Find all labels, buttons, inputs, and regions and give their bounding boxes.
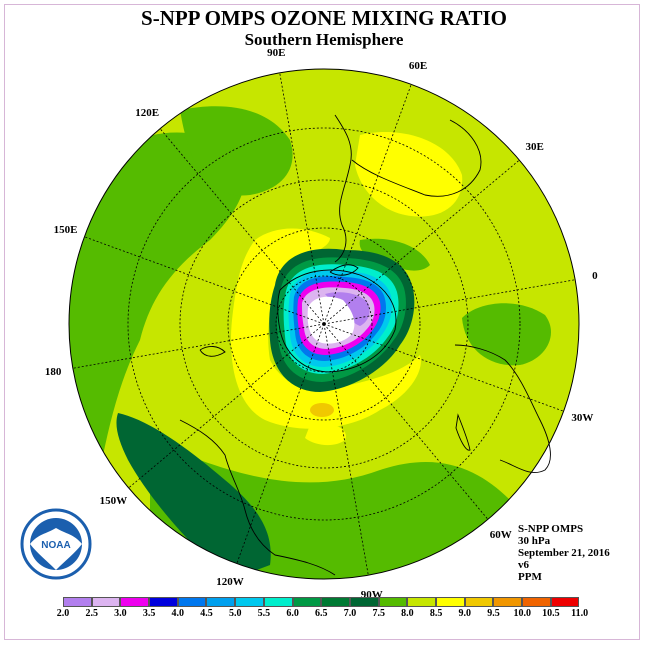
colorbar-swatch bbox=[292, 597, 322, 607]
longitude-label: 90E bbox=[267, 47, 286, 60]
colorbar-tick-label: 4.0 bbox=[171, 608, 185, 619]
longitude-label: 150W bbox=[99, 494, 128, 507]
meridian-line bbox=[323, 159, 520, 325]
field-8-5-region-bottom bbox=[305, 423, 346, 446]
coastline-antarctica bbox=[277, 269, 397, 373]
colorbar-tick-label: 4.5 bbox=[200, 608, 213, 619]
latitude-circles bbox=[127, 127, 521, 521]
coastline-madagascar bbox=[455, 413, 471, 451]
coastline-antarctic-peninsula bbox=[329, 264, 359, 276]
meridian-line bbox=[84, 236, 325, 325]
meridian-line bbox=[72, 323, 325, 369]
colorbar-swatch bbox=[177, 597, 207, 607]
field-7-5-region-pacific bbox=[180, 106, 293, 196]
field-7-5-region-atlantic bbox=[359, 238, 430, 271]
info-date: September 21, 2016 bbox=[518, 547, 610, 559]
colorbar-tick-label: 5.5 bbox=[257, 608, 271, 619]
noaa-logo: NOAA bbox=[20, 508, 92, 580]
colorbar-swatch bbox=[263, 597, 293, 607]
colorbar-swatch bbox=[63, 597, 92, 607]
south-pole-marker bbox=[322, 322, 326, 326]
meridian-line bbox=[323, 323, 564, 412]
latitude-circle-45s bbox=[179, 179, 469, 469]
logo-text: NOAA bbox=[41, 540, 70, 551]
meridian-line bbox=[323, 84, 412, 325]
map-subtitle: Southern Hemisphere bbox=[244, 30, 404, 49]
colorbar bbox=[63, 597, 580, 607]
colorbar-tick-label: 5.0 bbox=[228, 608, 242, 619]
colorbar-tick-label: 7.5 bbox=[372, 608, 385, 619]
info-block: S-NPP OMPS 30 hPa September 21, 2016 v6 … bbox=[518, 523, 610, 583]
colorbar-swatch bbox=[378, 597, 408, 607]
colorbar-tick-label: 6.5 bbox=[315, 608, 328, 619]
logo-bird bbox=[30, 528, 82, 570]
colorbar-tick-label: 8.5 bbox=[429, 608, 443, 619]
meridian-line bbox=[279, 72, 325, 325]
info-units: PPM bbox=[518, 571, 542, 583]
colorbar-tick-label: 2.5 bbox=[85, 608, 98, 619]
coastlines bbox=[179, 114, 551, 576]
colorbar-tick-label: 3.0 bbox=[114, 608, 127, 619]
coastline-south-america bbox=[334, 114, 482, 263]
field-7-5-region-west bbox=[69, 132, 246, 470]
meridian-line bbox=[128, 323, 325, 489]
page-frame bbox=[4, 4, 640, 640]
field-9-0-spot bbox=[310, 403, 334, 417]
colorbar-swatch bbox=[149, 597, 178, 607]
colorbar-swatch bbox=[91, 597, 121, 607]
meridian-line bbox=[159, 128, 325, 325]
longitude-label: 60W bbox=[489, 528, 512, 541]
info-version: v6 bbox=[518, 559, 529, 571]
longitude-label: 120E bbox=[135, 107, 160, 120]
colorbar-tick-label: 7.0 bbox=[343, 608, 357, 619]
map-title: S-NPP OMPS OZONE MIXING RATIO bbox=[141, 6, 507, 30]
longitude-label: 30W bbox=[571, 412, 594, 425]
longitude-label: 30E bbox=[525, 141, 544, 154]
map-boundary bbox=[68, 68, 580, 580]
colorbar-swatch bbox=[464, 597, 494, 607]
longitude-label: 150E bbox=[53, 223, 78, 236]
colorbar-swatch bbox=[550, 597, 580, 607]
meridian-lines bbox=[72, 72, 576, 576]
longitude-label: 60E bbox=[408, 59, 428, 72]
field-7-0-region-southwest bbox=[116, 413, 271, 579]
colorbar-tick-label: 2.0 bbox=[56, 608, 70, 619]
meridian-line bbox=[236, 323, 325, 564]
meridian-line bbox=[323, 323, 369, 576]
coastline-australia bbox=[179, 419, 336, 576]
field-8-5-region-north bbox=[355, 131, 463, 217]
colorbar-tick-label: 10.5 bbox=[542, 608, 560, 619]
colorbar-tick-label: 10.0 bbox=[513, 608, 531, 619]
colorbar-swatch bbox=[349, 597, 379, 607]
coastline-new-zealand bbox=[199, 346, 226, 357]
info-instrument: S-NPP OMPS bbox=[518, 523, 584, 535]
colorbar-tick-label: 6.0 bbox=[286, 608, 299, 619]
latitude-circle-75s bbox=[275, 275, 373, 373]
colorbar-tick-label: 3.5 bbox=[142, 608, 156, 619]
colorbar-swatch bbox=[493, 597, 522, 607]
longitude-label: 0 bbox=[592, 270, 598, 283]
longitude-label: 180 bbox=[44, 365, 62, 378]
meridian-line bbox=[323, 323, 489, 520]
colorbar-swatch bbox=[235, 597, 264, 607]
meridian-line bbox=[323, 279, 576, 325]
colorbar-tick-label: 9.0 bbox=[458, 608, 472, 619]
colorbar-swatch bbox=[120, 597, 150, 607]
info-level: 30 hPa bbox=[518, 535, 551, 547]
colorbar-swatch bbox=[206, 597, 236, 607]
latitude-circle-60s bbox=[227, 227, 421, 421]
coastline-africa bbox=[454, 344, 551, 473]
colorbar-tick-label: 9.5 bbox=[487, 608, 500, 619]
colorbar-swatch bbox=[522, 597, 551, 607]
colorbar-swatch bbox=[321, 597, 350, 607]
colorbar-swatch bbox=[435, 597, 465, 607]
longitude-label: 120W bbox=[216, 576, 244, 589]
colorbar-tick-label: 11.0 bbox=[571, 608, 589, 619]
colorbar-tick-label: 8.0 bbox=[401, 608, 414, 619]
colorbar-swatch bbox=[407, 597, 436, 607]
latitude-circle-30s bbox=[127, 127, 521, 521]
